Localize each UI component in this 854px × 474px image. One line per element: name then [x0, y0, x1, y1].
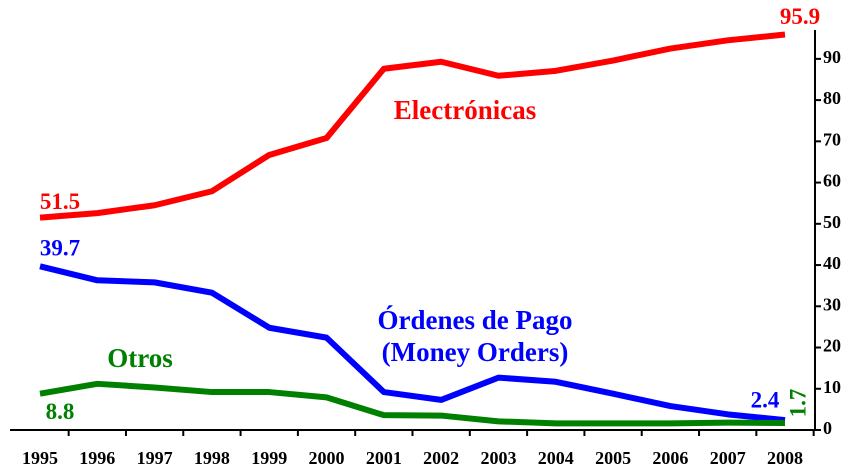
y-tick-label: 30	[823, 294, 841, 314]
y-tick-label: 70	[823, 129, 841, 149]
x-tick-label: 2004	[538, 448, 574, 468]
data-label: 2.4	[751, 387, 780, 412]
y-tick-label: 10	[823, 377, 841, 397]
line	[39, 380, 786, 427]
data-label: 95.9	[780, 4, 820, 29]
y-tick-label: 60	[823, 171, 841, 191]
x-tick-label: 2001	[366, 448, 402, 468]
x-tick-label: 2008	[767, 448, 803, 468]
y-tick-label: 80	[823, 88, 841, 108]
data-label: 8.8	[46, 399, 75, 424]
x-tick-label: 1999	[251, 448, 287, 468]
x-tick-label: 2003	[480, 448, 516, 468]
y-tick-label: 20	[823, 336, 841, 356]
x-tick-label: 2000	[309, 448, 345, 468]
line	[39, 31, 786, 221]
x-tick-label: 1998	[194, 448, 230, 468]
series-label: Órdenes de Pago (Money Orders)	[377, 305, 573, 367]
x-tick-label: 1995	[22, 448, 58, 468]
x-tick-label: 1997	[137, 448, 173, 468]
y-tick-label: 0	[823, 418, 832, 438]
y-tick-label: 50	[823, 212, 841, 232]
series-label: Electrónicas	[393, 95, 537, 125]
data-label: 1.7	[785, 389, 810, 418]
x-tick-label: 2002	[423, 448, 459, 468]
line	[39, 263, 786, 424]
y-tick-label: 40	[823, 253, 841, 273]
y-tick-label: 90	[823, 47, 841, 67]
x-tick-label: 1996	[79, 448, 115, 468]
series-label: Otros	[107, 343, 173, 373]
x-tick-label: 2005	[595, 448, 631, 468]
data-label: 51.5	[40, 189, 80, 214]
x-tick-label: 2006	[652, 448, 688, 468]
x-tick-label: 2007	[710, 448, 746, 468]
data-label: 39.7	[40, 236, 80, 261]
